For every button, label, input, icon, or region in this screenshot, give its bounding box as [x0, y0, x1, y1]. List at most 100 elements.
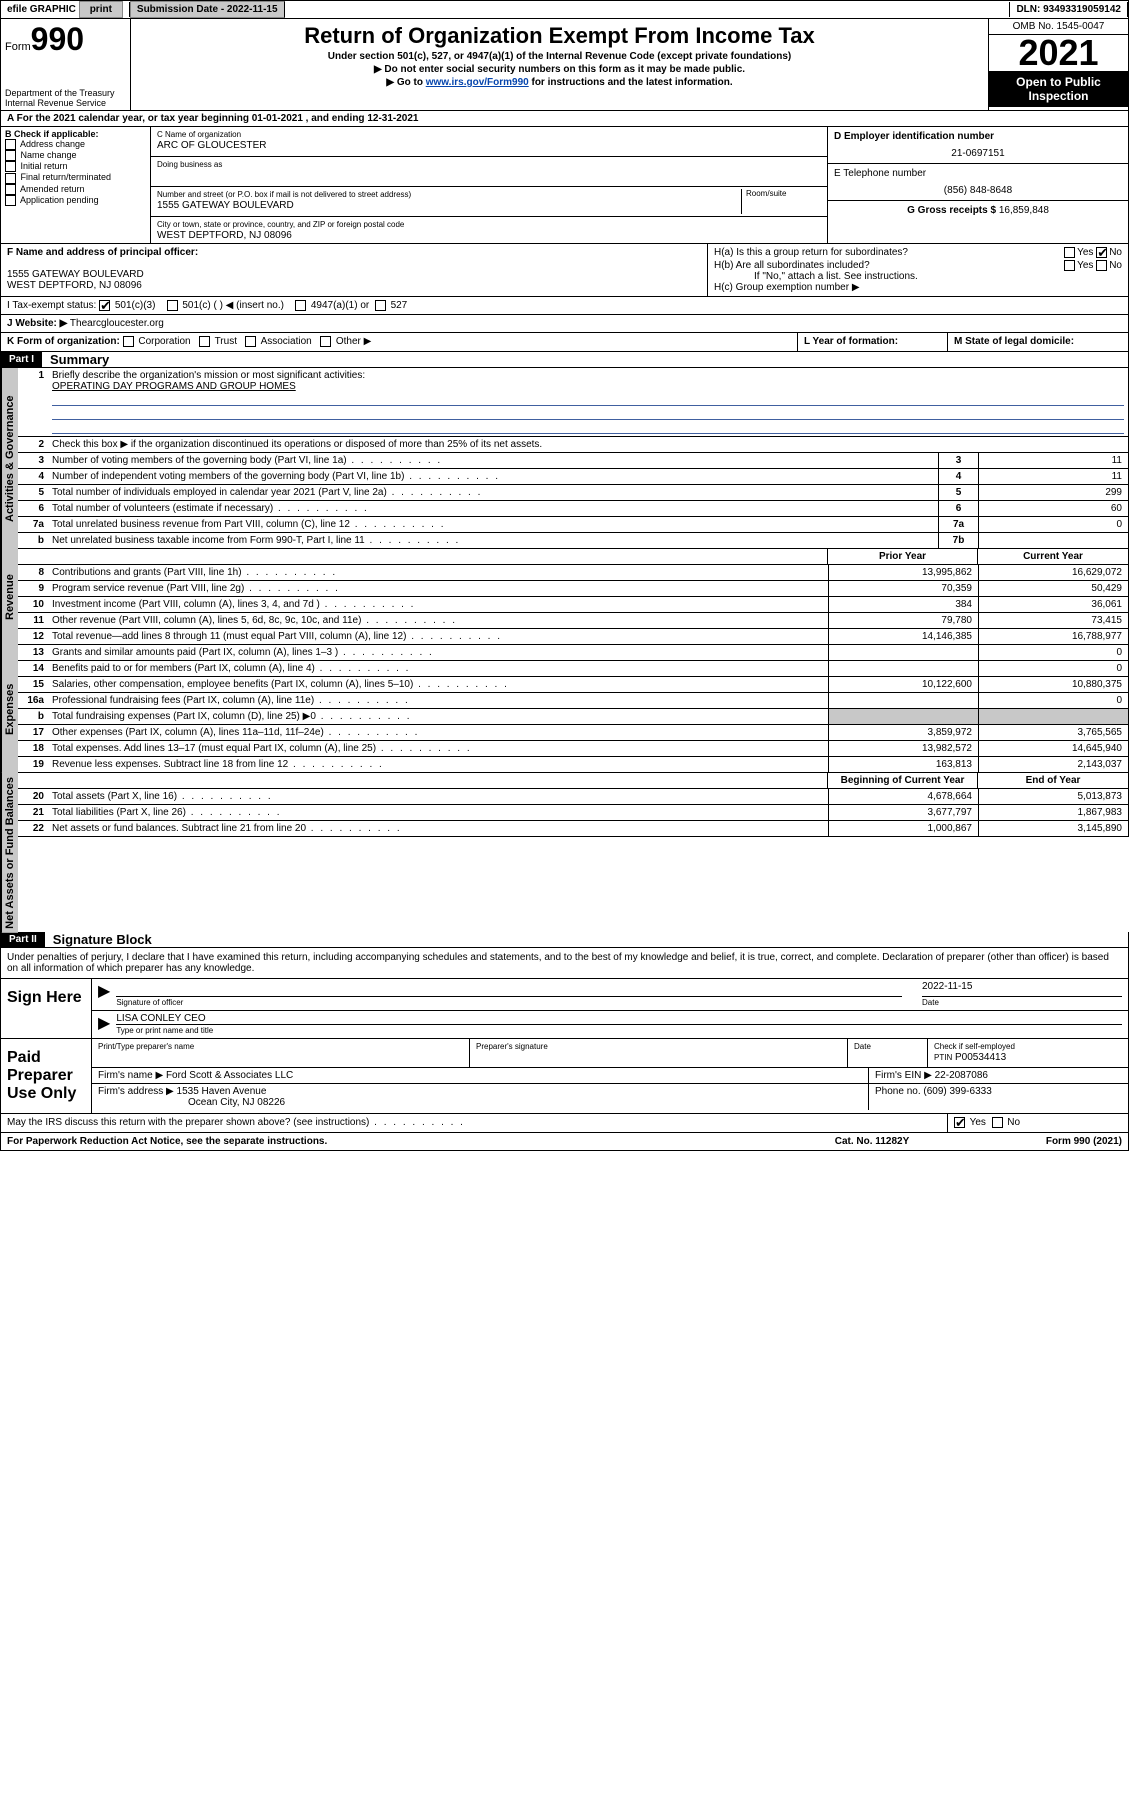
- ha-no[interactable]: [1096, 247, 1107, 258]
- website: Thearcgloucester.org: [67, 318, 164, 329]
- row-klm: K Form of organization: Corporation Trus…: [0, 333, 1129, 351]
- efile-label: efile GRAPHIC print: [1, 2, 130, 17]
- irs-label: Internal Revenue Service: [5, 98, 126, 108]
- chk-amended[interactable]: [5, 184, 16, 195]
- chk-corp[interactable]: [123, 336, 134, 347]
- top-bar: efile GRAPHIC print Submission Date - 20…: [0, 0, 1129, 19]
- submission-date[interactable]: Submission Date - 2022-11-15: [130, 1, 285, 18]
- summary-row: bNet unrelated business taxable income f…: [18, 533, 1129, 549]
- firm-phone: (609) 399-6333: [923, 1086, 991, 1097]
- data-row: 17Other expenses (Part IX, column (A), l…: [18, 725, 1129, 741]
- data-row: 11Other revenue (Part VIII, column (A), …: [18, 613, 1129, 629]
- chk-app[interactable]: [5, 195, 16, 206]
- sign-here-row: Sign Here ▶Signature of officer2022-11-1…: [0, 979, 1129, 1039]
- chk-501c3[interactable]: [99, 300, 110, 311]
- ha-yes[interactable]: [1064, 247, 1075, 258]
- firm-addr2: Ocean City, NJ 08226: [188, 1097, 285, 1108]
- subtitle-3: ▶ Go to www.irs.gov/Form990 for instruct…: [135, 77, 984, 88]
- irs-link[interactable]: www.irs.gov/Form990: [426, 77, 529, 88]
- box-b: B Check if applicable: Address change Na…: [1, 127, 151, 243]
- data-row: 19Revenue less expenses. Subtract line 1…: [18, 757, 1129, 773]
- chk-final[interactable]: [5, 173, 16, 184]
- data-row: 13Grants and similar amounts paid (Part …: [18, 645, 1129, 661]
- chk-4947[interactable]: [295, 300, 306, 311]
- data-row: bTotal fundraising expenses (Part IX, co…: [18, 709, 1129, 725]
- data-row: 22Net assets or fund balances. Subtract …: [18, 821, 1129, 837]
- chk-assoc[interactable]: [245, 336, 256, 347]
- print-button[interactable]: print: [79, 1, 123, 18]
- paid-preparer-row: Paid Preparer Use Only Print/Type prepar…: [0, 1039, 1129, 1114]
- chk-trust[interactable]: [199, 336, 210, 347]
- row-j: J Website: ▶ Thearcgloucester.org: [0, 315, 1129, 333]
- box-deg: D Employer identification number21-06971…: [828, 127, 1128, 243]
- summary-row: 6Total number of volunteers (estimate if…: [18, 501, 1129, 517]
- gross-receipts: 16,859,848: [999, 205, 1049, 216]
- officer-addr1: 1555 GATEWAY BOULEVARD: [7, 269, 144, 280]
- phone: (856) 848-8648: [834, 185, 1122, 196]
- data-row: 9Program service revenue (Part VIII, lin…: [18, 581, 1129, 597]
- firm-ein: 22-2087086: [935, 1070, 988, 1081]
- vlabel-exp: Expenses: [1, 645, 18, 773]
- row-i: I Tax-exempt status: 501(c)(3) 501(c) ( …: [0, 297, 1129, 315]
- section-a: A For the 2021 calendar year, or tax yea…: [0, 111, 1129, 127]
- org-street: 1555 GATEWAY BOULEVARD: [157, 200, 294, 211]
- box-c: C Name of organizationARC OF GLOUCESTER …: [151, 127, 828, 243]
- summary-row: 4Number of independent voting members of…: [18, 469, 1129, 485]
- declaration: Under penalties of perjury, I declare th…: [0, 948, 1129, 979]
- may-irs-row: May the IRS discuss this return with the…: [0, 1114, 1129, 1132]
- chk-initial[interactable]: [5, 161, 16, 172]
- subtitle-1: Under section 501(c), 527, or 4947(a)(1)…: [135, 51, 984, 62]
- ein: 21-0697151: [834, 148, 1122, 159]
- data-row: 8Contributions and grants (Part VIII, li…: [18, 565, 1129, 581]
- data-row: 12Total revenue—add lines 8 through 11 (…: [18, 629, 1129, 645]
- part2-header: Part II Signature Block: [0, 932, 1129, 948]
- org-city: WEST DEPTFORD, NJ 08096: [157, 230, 292, 241]
- mayirs-yes[interactable]: [954, 1117, 965, 1128]
- hb-yes[interactable]: [1064, 260, 1075, 271]
- open-public-badge: Open to Public Inspection: [989, 71, 1128, 107]
- chk-address[interactable]: [5, 139, 16, 150]
- firm-addr1: 1535 Haven Avenue: [177, 1086, 267, 1097]
- mission: OPERATING DAY PROGRAMS AND GROUP HOMES: [52, 381, 296, 392]
- firm-name: Ford Scott & Associates LLC: [166, 1070, 293, 1081]
- section-governance: Activities & Governance 1Briefly describ…: [0, 368, 1129, 549]
- chk-name[interactable]: [5, 150, 16, 161]
- part1-header: Part I Summary: [0, 352, 1129, 368]
- summary-row: 7aTotal unrelated business revenue from …: [18, 517, 1129, 533]
- officer-name: LISA CONLEY CEO: [116, 1013, 1122, 1025]
- section-netassets: Net Assets or Fund Balances Beginning of…: [0, 773, 1129, 933]
- chk-501c[interactable]: [167, 300, 178, 311]
- footer: For Paperwork Reduction Act Notice, see …: [0, 1133, 1129, 1151]
- officer-addr2: WEST DEPTFORD, NJ 08096: [7, 280, 142, 291]
- info-grid: B Check if applicable: Address change Na…: [0, 127, 1129, 244]
- section-expenses: Expenses 13Grants and similar amounts pa…: [0, 645, 1129, 773]
- mayirs-no[interactable]: [992, 1117, 1003, 1128]
- form-title: Return of Organization Exempt From Incom…: [135, 23, 984, 49]
- org-name: ARC OF GLOUCESTER: [157, 140, 266, 151]
- form-header: Form990 Department of the Treasury Inter…: [0, 19, 1129, 111]
- form-number: Form990: [5, 21, 126, 58]
- section-revenue: Revenue Prior YearCurrent Year 8Contribu…: [0, 549, 1129, 645]
- sig-date: 2022-11-15: [922, 981, 1122, 997]
- vlabel-rev: Revenue: [1, 549, 18, 645]
- data-row: 10Investment income (Part VIII, column (…: [18, 597, 1129, 613]
- subtitle-2: ▶ Do not enter social security numbers o…: [135, 64, 984, 75]
- ptin: P00534413: [955, 1052, 1006, 1063]
- tax-year: 2021: [989, 35, 1128, 71]
- vlabel-na: Net Assets or Fund Balances: [1, 773, 18, 933]
- chk-527[interactable]: [375, 300, 386, 311]
- data-row: 14Benefits paid to or for members (Part …: [18, 661, 1129, 677]
- chk-other[interactable]: [320, 336, 331, 347]
- dln: DLN: 93493319059142: [1009, 2, 1128, 17]
- data-row: 20Total assets (Part X, line 16)4,678,66…: [18, 789, 1129, 805]
- data-row: 15Salaries, other compensation, employee…: [18, 677, 1129, 693]
- data-row: 18Total expenses. Add lines 13–17 (must …: [18, 741, 1129, 757]
- row-fh: F Name and address of principal officer:…: [0, 244, 1129, 297]
- summary-row: 5Total number of individuals employed in…: [18, 485, 1129, 501]
- dept-treasury: Department of the Treasury: [5, 88, 126, 98]
- summary-row: 3Number of voting members of the governi…: [18, 453, 1129, 469]
- hb-no[interactable]: [1096, 260, 1107, 271]
- data-row: 21Total liabilities (Part X, line 26)3,6…: [18, 805, 1129, 821]
- data-row: 16aProfessional fundraising fees (Part I…: [18, 693, 1129, 709]
- vlabel-gov: Activities & Governance: [1, 368, 18, 549]
